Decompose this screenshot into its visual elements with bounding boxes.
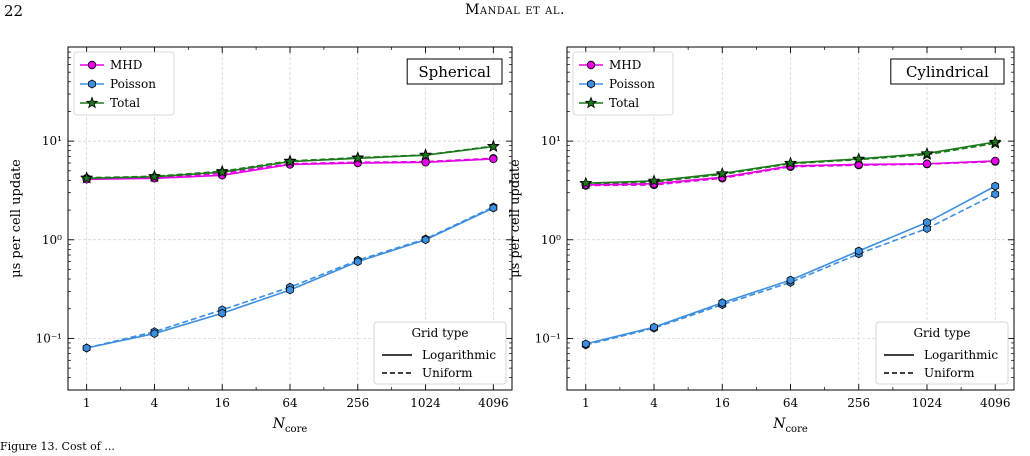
data-point-mhd [421,158,430,167]
y-tick-label: 10¹ [42,134,62,148]
x-tick-label: 256 [847,396,870,410]
legend-label-poisson: Poisson [110,77,156,91]
data-point-poisson [854,246,863,256]
data-point-poisson [82,343,91,353]
page-number: 22 [4,2,24,20]
data-point-poisson [991,181,1000,191]
grid-type-legend-box [875,321,1009,385]
data-point-total [715,166,729,179]
data-point-total [647,174,661,187]
legend-label-mhd: MHD [110,58,142,72]
x-tick-label: 16 [215,396,230,410]
data-point-poisson [786,275,795,285]
data-point-total [215,165,229,178]
plot-frame [566,46,1015,391]
x-tick-label: 1024 [410,396,441,410]
x-tick-label: 64 [282,396,298,410]
x-tick-label: 4 [650,396,658,410]
panel-title-box [406,58,503,85]
data-point-total [852,152,866,165]
y-tick-label: 10⁰ [42,233,62,247]
legend-label-total: Total [609,96,639,110]
x-tick-label: 1024 [912,396,943,410]
data-point-mhd [489,154,498,164]
data-point-total [920,146,934,159]
legend-label-mhd: MHD [609,58,641,72]
data-point-total [784,156,797,169]
x-tick-label: 4096 [478,396,509,410]
grid-type-legend-title: Grid type [411,326,468,340]
x-tick-label: 64 [783,396,799,410]
y-tick-label: 10⁻¹ [36,331,62,345]
data-point-total [419,148,432,161]
data-point-poisson [150,329,159,339]
x-tick-label: 4 [151,396,159,410]
data-point-poisson [923,224,931,234]
data-point-poisson [218,308,227,318]
data-point-poisson [286,285,294,295]
y-axis-label: μs per cell update [508,159,523,278]
chart-panel-spherical: 1 4 16 64 256 1024 4096 10⁻¹ 10⁰ 10¹ Ncore μs per c… [9,46,513,435]
data-point-poisson [718,298,727,308]
data-point-mhd [991,156,1000,166]
legend-swatch-marker [88,79,96,89]
x-tick-label: 256 [346,396,369,410]
legend-label-poisson: Poisson [609,77,655,91]
data-point-total [579,176,593,189]
grid-type-legend-box [373,321,507,385]
grid-type-label-logarithmic: Logarithmic [924,348,998,362]
figure: 1 4 16 64 256 1024 4096 10⁻¹ 10⁰ 10¹ Ncore μs per c… [9,46,1015,435]
grid-type-label-uniform: Uniform [422,366,473,380]
grid-type-label-uniform: Uniform [924,366,975,380]
data-point-poisson [991,189,1000,199]
data-point-poisson [421,235,430,245]
data-point-total [80,171,93,184]
data-point-total [351,151,365,164]
grid-type-legend-title: Grid type [913,326,970,340]
legend-swatch-marker [587,79,595,89]
data-point-total [988,135,1002,148]
x-axis-label: Ncore [772,416,808,435]
x-axis-label: Ncore [272,416,308,435]
y-tick-label: 10⁰ [541,233,561,247]
legend-swatch-marker [85,96,99,109]
y-tick-label: 10⁻¹ [535,331,561,345]
x-tick-label: 1 [83,396,91,410]
data-point-poisson [489,203,498,213]
legend-label-total: Total [110,96,140,110]
data-point-total [148,170,161,183]
series-legend-box [572,51,674,116]
legend-swatch-marker [87,60,97,70]
y-tick-label: 10¹ [541,134,561,148]
x-tick-label: 1 [582,396,590,410]
data-point-poisson [650,322,658,332]
plot-frame [67,46,513,391]
data-point-poisson [581,339,590,349]
grid-type-label-logarithmic: Logarithmic [422,348,496,362]
data-point-poisson [923,217,931,227]
x-tick-label: 4096 [980,396,1011,410]
x-tick-label: 16 [715,396,730,410]
running-head: Mandal et al. [465,2,565,18]
data-point-mhd [922,159,932,168]
legend-swatch-marker [586,60,596,70]
data-point-total [283,154,297,167]
chart-panel-cylindrical: 1 4 16 64 256 1024 4096 10⁻¹ 10⁰ 10¹ Ncore μs per c… [508,46,1015,435]
series-legend-box [73,51,175,116]
figure-caption: Figure 13. Cost of ... [0,440,115,453]
panel-title: Cylindrical [906,63,989,81]
data-point-total [487,139,500,152]
data-point-poisson [353,257,362,267]
y-axis-label: μs per cell update [9,159,24,278]
panel-title-box [890,58,1005,85]
legend-swatch-marker [584,96,598,109]
panel-title: Spherical [418,63,491,81]
